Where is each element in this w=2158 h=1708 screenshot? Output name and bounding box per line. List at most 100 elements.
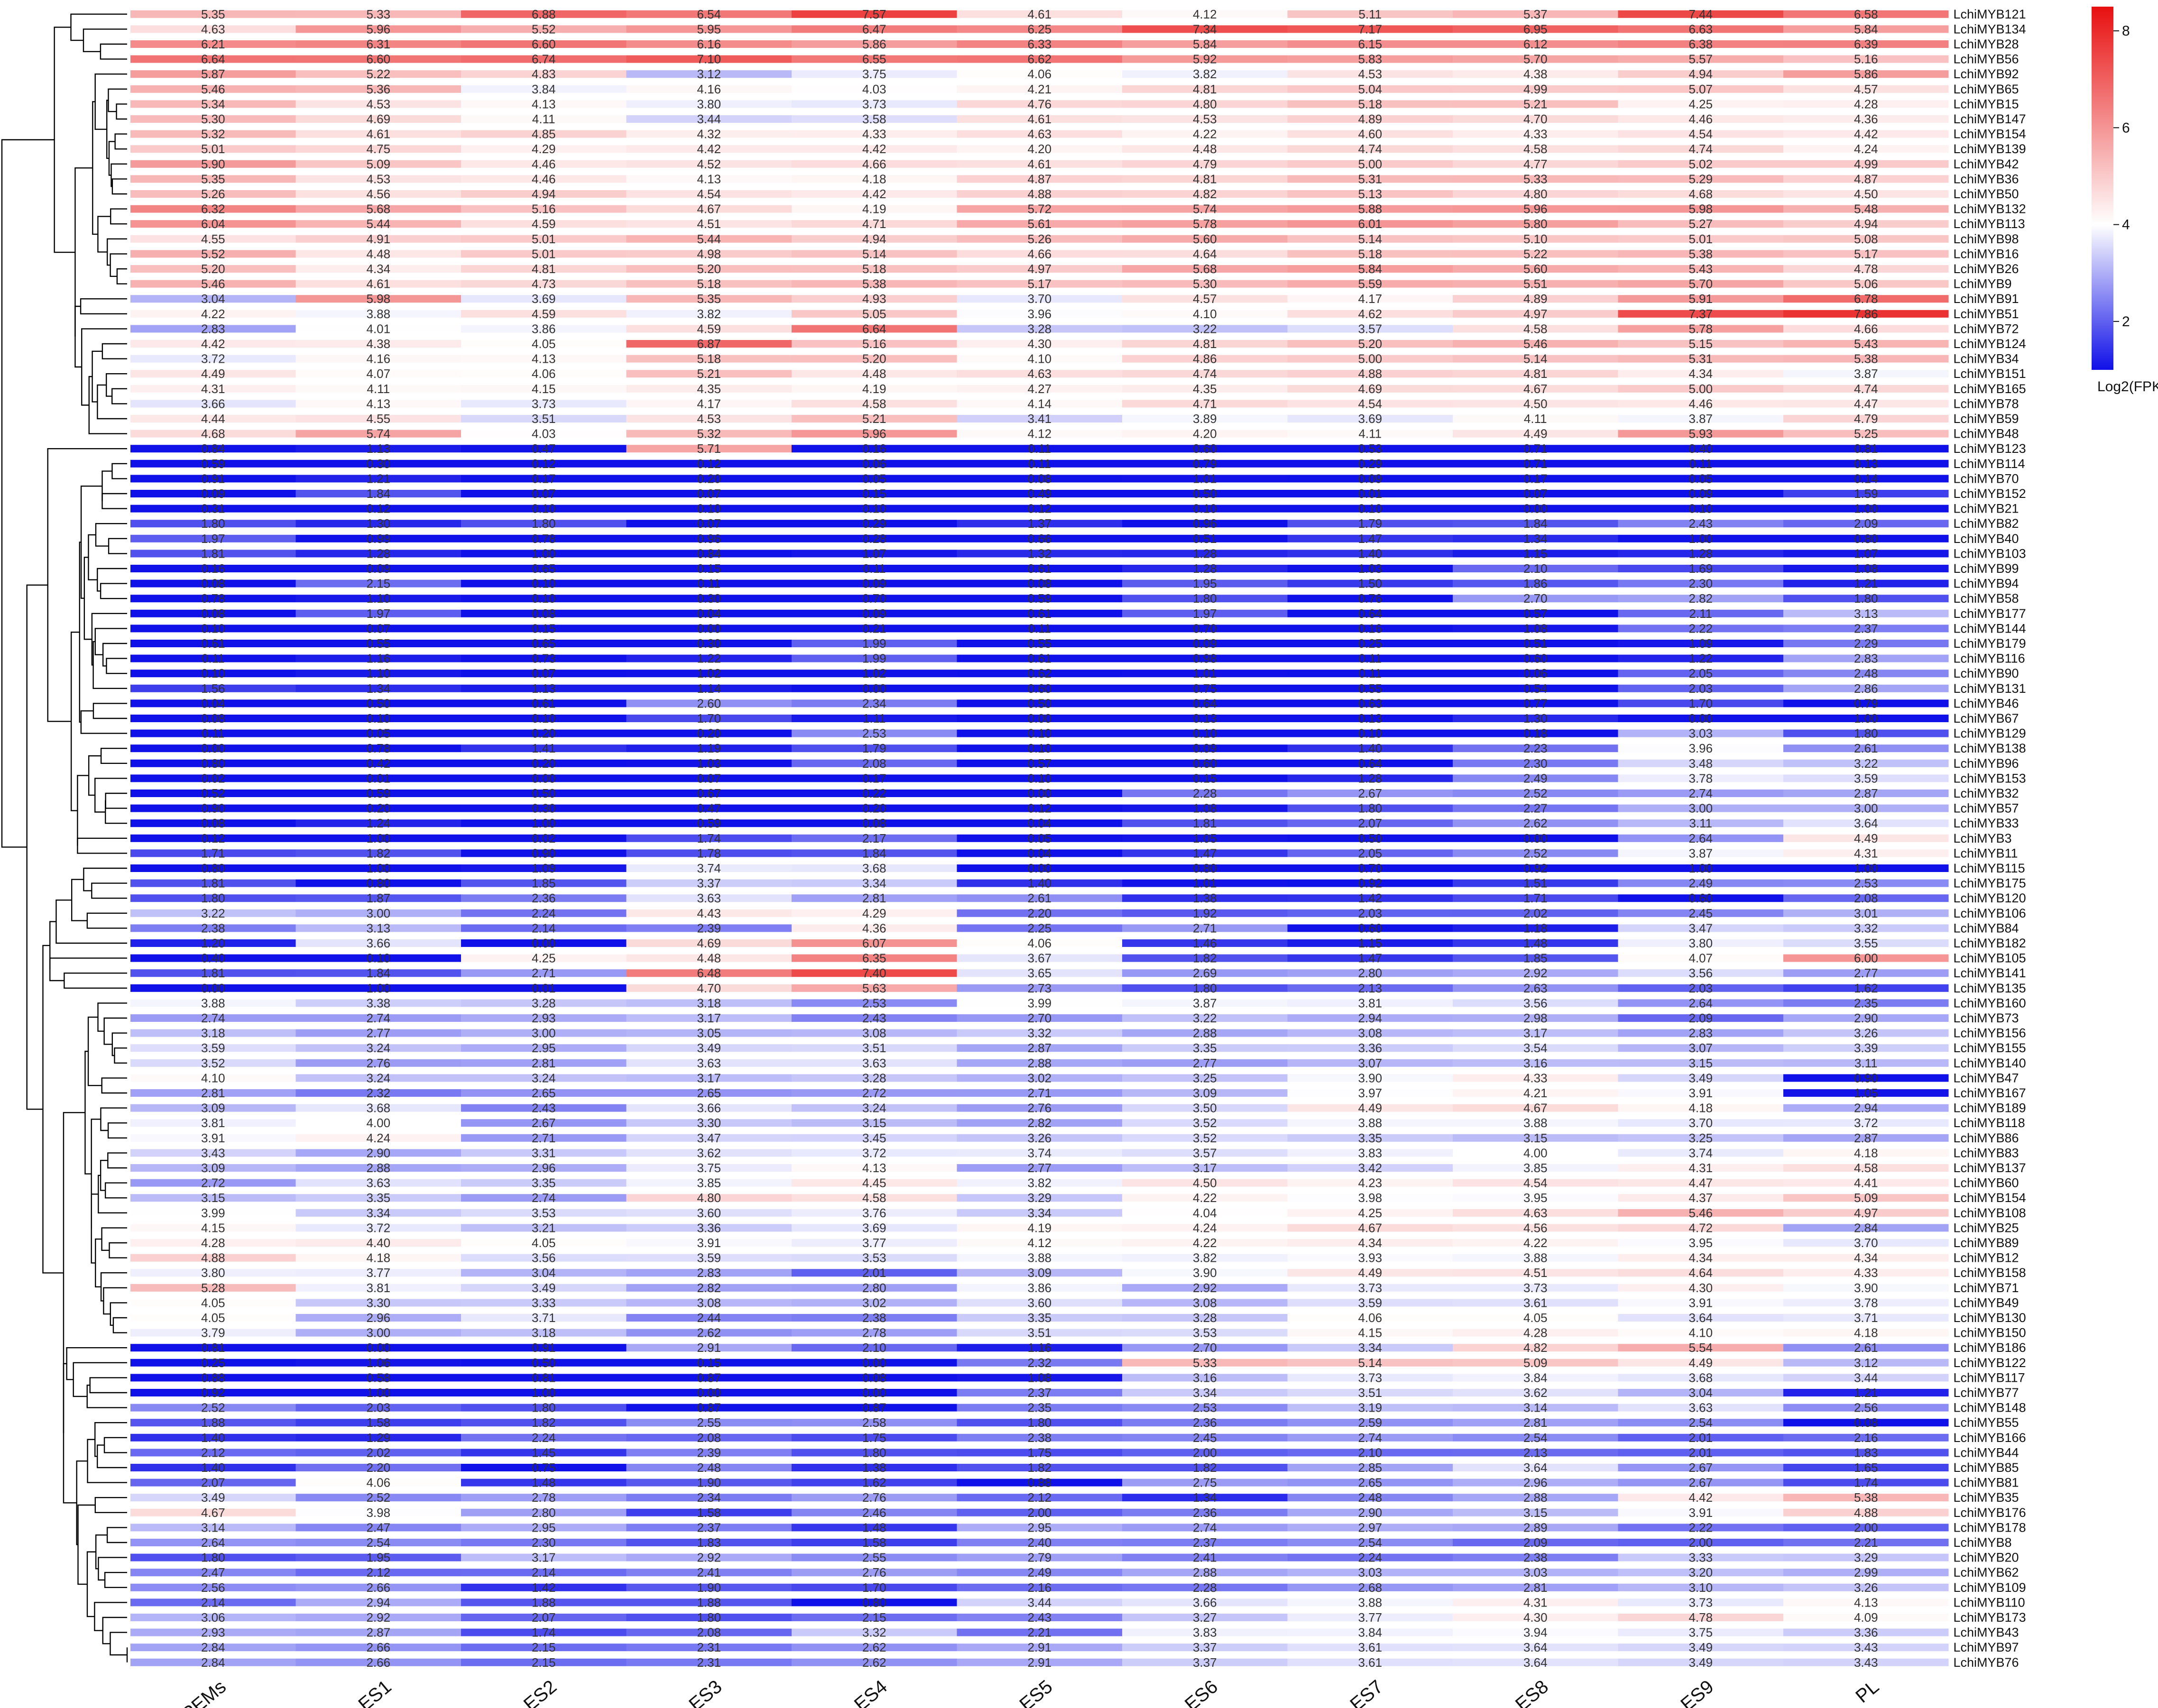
cell-value-label: 4.40 xyxy=(366,1236,390,1250)
heatmap-cell xyxy=(1287,624,1453,633)
heatmap-cell xyxy=(957,1539,1122,1546)
heatmap-cell xyxy=(295,265,461,273)
cell-value-label: 3.77 xyxy=(862,1236,886,1250)
cell-value-label: 2.08 xyxy=(697,1431,721,1445)
heatmap-cell xyxy=(461,190,627,198)
heatmap-cell xyxy=(295,1044,461,1052)
cell-value-label: 4.12 xyxy=(1193,7,1217,21)
heatmap-cell xyxy=(130,1224,296,1232)
heatmap-cell xyxy=(1783,1524,1949,1532)
heatmap-cell xyxy=(1783,624,1949,633)
cell-value-label: 3.22 xyxy=(1193,1011,1217,1025)
heatmap-cell xyxy=(1287,1539,1453,1546)
cell-value-label: 3.03 xyxy=(1523,1565,1548,1579)
cell-value-label: 0.81 xyxy=(1854,441,1878,456)
heatmap-cell xyxy=(626,85,792,93)
cell-value-label: 2.10 xyxy=(1523,561,1548,576)
cell-value-label: 4.36 xyxy=(862,921,886,935)
cell-value-label: 2.90 xyxy=(1358,1506,1382,1520)
cell-value-label: 3.03 xyxy=(1688,726,1713,741)
cell-value-label: 2.61 xyxy=(1027,891,1051,905)
heatmap-cell xyxy=(1783,520,1949,528)
cell-value-label: 5.84 xyxy=(1854,22,1878,36)
heatmap-cell xyxy=(130,220,296,228)
cell-value-label: 1.74 xyxy=(532,1625,556,1640)
cell-value-label: 2.52 xyxy=(201,1401,225,1415)
heatmap-cell xyxy=(461,1119,627,1127)
cell-value-label: 1.99 xyxy=(862,636,886,651)
cell-value-label: 5.20 xyxy=(1358,337,1382,351)
heatmap-cell xyxy=(1618,1464,1783,1471)
cell-value-label: 0.63 xyxy=(1358,696,1382,710)
heatmap-cell xyxy=(130,999,296,1007)
cell-value-label: 4.55 xyxy=(366,412,390,426)
cell-value-label: 0.08 xyxy=(532,606,556,621)
cell-value-label: 1.78 xyxy=(697,846,721,860)
cell-value-label: 0.60 xyxy=(1193,441,1217,456)
cell-value-label: 1.47 xyxy=(1358,951,1382,965)
heatmap-cell xyxy=(1618,819,1783,827)
heatmap-cell xyxy=(1122,595,1288,603)
cell-value-label: 2.88 xyxy=(1523,1490,1548,1505)
heatmap-cell xyxy=(1122,1583,1288,1591)
cell-value-label: 2.74 xyxy=(1358,1431,1382,1445)
cell-value-label: 3.04 xyxy=(201,292,225,306)
heatmap-cell xyxy=(295,250,461,258)
heatmap-cell xyxy=(957,10,1122,18)
heatmap-cell xyxy=(1618,1644,1783,1652)
heatmap-cell xyxy=(1618,1044,1783,1052)
cell-value-label: 4.47 xyxy=(1854,396,1878,411)
heatmap-cell xyxy=(957,894,1122,902)
heatmap-cell xyxy=(1618,939,1783,947)
cell-value-label: 0.00 xyxy=(201,741,225,755)
cell-value-label: 1.24 xyxy=(366,816,390,830)
heatmap-cell xyxy=(626,40,792,48)
row-label: LchiMYB42 xyxy=(1954,157,2019,171)
heatmap-cell xyxy=(1783,849,1949,857)
cell-value-label: 1.62 xyxy=(1854,981,1878,995)
cell-value-label: 4.94 xyxy=(1854,217,1878,231)
cell-value-label: 3.44 xyxy=(1854,1370,1878,1385)
cell-value-label: 6.38 xyxy=(1688,37,1713,51)
cell-value-label: 4.28 xyxy=(1854,97,1878,111)
cell-value-label: 4.61 xyxy=(1027,112,1051,126)
heatmap-cell xyxy=(1618,834,1783,842)
cell-value-label: 1.16 xyxy=(366,652,390,666)
heatmap-cell xyxy=(461,430,627,438)
heatmap-cell xyxy=(792,1014,957,1022)
heatmap-cell xyxy=(295,624,461,633)
heatmap-cell xyxy=(957,1224,1122,1232)
cell-value-label: 4.71 xyxy=(862,217,886,231)
row-label: LchiMYB51 xyxy=(1954,307,2019,321)
heatmap-cell xyxy=(1783,400,1949,408)
heatmap-cell xyxy=(295,295,461,303)
cell-value-label: 2.68 xyxy=(1358,1580,1382,1595)
cell-value-label: 0.67 xyxy=(697,786,721,800)
cell-value-label: 5.86 xyxy=(1854,67,1878,81)
cell-value-label: 5.71 xyxy=(697,441,721,456)
heatmap-cell xyxy=(626,160,792,168)
heatmap-cell xyxy=(957,1239,1122,1247)
heatmap-cell xyxy=(461,595,627,603)
heatmap-cell xyxy=(1783,1149,1949,1157)
heatmap-cell xyxy=(792,1194,957,1202)
cell-value-label: 3.66 xyxy=(366,936,390,950)
dendrogram-branch xyxy=(110,253,127,277)
heatmap-cell xyxy=(626,25,792,33)
heatmap-cell xyxy=(130,160,296,168)
cell-value-label: 4.81 xyxy=(1193,172,1217,186)
cell-value-label: 1.00 xyxy=(366,1386,390,1400)
cell-value-label: 2.49 xyxy=(1523,771,1548,785)
cell-value-label: 3.26 xyxy=(1027,1131,1051,1145)
heatmap-cell xyxy=(626,999,792,1007)
heatmap-cell xyxy=(130,280,296,288)
heatmap-cell xyxy=(1122,1433,1288,1442)
heatmap-cell xyxy=(957,1344,1122,1352)
heatmap-cell xyxy=(130,1014,296,1022)
heatmap-cell xyxy=(1783,999,1949,1007)
cell-value-label: 3.81 xyxy=(201,1116,225,1130)
cell-value-label: 0.10 xyxy=(366,711,390,725)
heatmap-cell xyxy=(1783,1553,1949,1561)
cell-value-label: 5.91 xyxy=(1688,292,1713,306)
dendrogram-branch xyxy=(106,100,109,159)
